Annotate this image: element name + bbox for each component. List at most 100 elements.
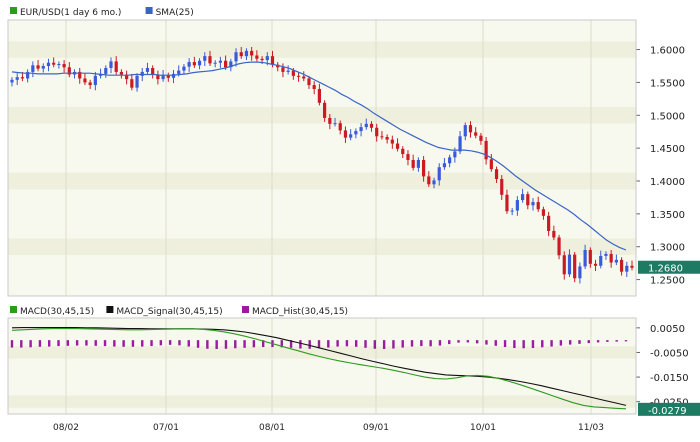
- candle-body: [401, 148, 405, 155]
- candle-body: [427, 176, 431, 185]
- macd-line: [11, 328, 627, 410]
- candle-body: [57, 64, 61, 66]
- last-macd-label: -0.0279: [648, 406, 687, 417]
- candle-body: [494, 169, 499, 180]
- macd-hist-bar: [401, 340, 404, 348]
- macd-hist-bar: [103, 340, 107, 347]
- candle-body: [520, 194, 525, 201]
- candle-body: [567, 254, 572, 275]
- macd-hist-bar: [20, 340, 23, 348]
- price-grid-band: [8, 238, 636, 255]
- macd-hist-bar: [308, 340, 311, 349]
- candle-body: [343, 130, 348, 138]
- candle-body: [192, 62, 196, 66]
- candle-body: [312, 85, 316, 89]
- macd-hist-bar: [392, 340, 395, 349]
- candle-body: [197, 60, 202, 66]
- candle-body: [604, 253, 608, 256]
- candle-body: [307, 78, 311, 86]
- candle-body: [416, 159, 420, 168]
- candle-body: [421, 159, 426, 177]
- candle-body: [333, 123, 337, 125]
- candle-body: [224, 60, 228, 68]
- candle-body: [78, 71, 82, 79]
- sma-line: [11, 61, 627, 251]
- candle-body: [578, 266, 582, 279]
- macd-hist-bar: [466, 340, 470, 343]
- candle-body: [31, 65, 35, 72]
- macd-hist-bar: [410, 340, 414, 347]
- candle-body: [208, 56, 212, 64]
- candle-body: [562, 255, 566, 275]
- candle-body: [385, 136, 389, 140]
- candle-body: [265, 56, 269, 61]
- macd-hist-bar: [280, 340, 283, 348]
- candle-body: [375, 127, 379, 137]
- macd-hist-bar: [178, 340, 181, 346]
- candle-body: [286, 70, 290, 72]
- macd-panel-border: [7, 317, 637, 415]
- candle-body: [41, 66, 45, 69]
- candle-body: [234, 52, 238, 62]
- candle-body: [442, 163, 447, 168]
- candle-body: [593, 263, 598, 266]
- candle-body: [515, 200, 519, 211]
- x-tick-label: 11/03: [578, 423, 604, 433]
- price-tick-label: 1.5000: [650, 111, 685, 122]
- macd-hist-bar: [485, 340, 488, 345]
- candle-body: [15, 77, 19, 80]
- price-tick-label: 1.5500: [650, 78, 685, 89]
- candle-body: [46, 62, 51, 66]
- macd-hist-bar: [531, 340, 535, 349]
- x-tick-label: 08/01: [259, 423, 285, 433]
- price-tick-label: 1.3000: [650, 243, 685, 254]
- candle-body: [448, 157, 452, 164]
- macd-hist-bar: [429, 340, 432, 347]
- candle-body: [260, 58, 264, 61]
- price-grid-band: [8, 172, 636, 190]
- price-tick-label: 1.4500: [650, 144, 685, 155]
- candle-body: [484, 140, 488, 160]
- candle-body: [630, 265, 634, 268]
- macd-tick-label: -0.0150: [650, 373, 689, 384]
- macd-hist-bar: [113, 340, 116, 347]
- price-tick-label: 1.4000: [650, 177, 685, 188]
- candle-body: [296, 75, 301, 77]
- candle-body: [302, 76, 306, 79]
- candle-body: [406, 154, 410, 160]
- candle-body: [119, 71, 124, 75]
- candle-body: [182, 66, 186, 71]
- x-tick-label: 07/01: [153, 423, 179, 433]
- candle-body: [20, 77, 25, 79]
- macd-hist-bar: [522, 340, 525, 349]
- candle-body: [109, 61, 113, 68]
- candle-body: [510, 210, 514, 212]
- candle-body: [250, 50, 254, 56]
- candle-body: [93, 75, 97, 86]
- candle-body: [625, 265, 629, 272]
- price-tick-label: 1.2500: [650, 276, 685, 287]
- candle-body: [151, 67, 155, 75]
- macd-hist-bar: [550, 340, 553, 347]
- candle-body: [135, 75, 139, 88]
- price-legend-label: EUR/USD(1 day 6 mo.): [20, 8, 121, 18]
- macd-legend-swatch: [242, 306, 249, 313]
- macd-hist-bar: [475, 340, 479, 344]
- candle-body: [161, 75, 165, 80]
- macd-hist-bar: [541, 340, 544, 348]
- macd-hist-bar: [327, 340, 330, 348]
- candle-body: [291, 70, 295, 76]
- macd-hist-bar: [48, 340, 51, 347]
- macd-hist-bar: [624, 340, 628, 342]
- candle-body: [125, 74, 129, 80]
- price-grid-band: [8, 107, 636, 124]
- macd-hist-bar: [159, 340, 163, 346]
- candle-body: [583, 250, 587, 267]
- macd-hist-bar: [345, 340, 349, 347]
- price-legend-swatch: [10, 7, 17, 14]
- candle-body: [218, 60, 223, 63]
- candle-body: [432, 180, 436, 185]
- candle-body: [323, 102, 327, 118]
